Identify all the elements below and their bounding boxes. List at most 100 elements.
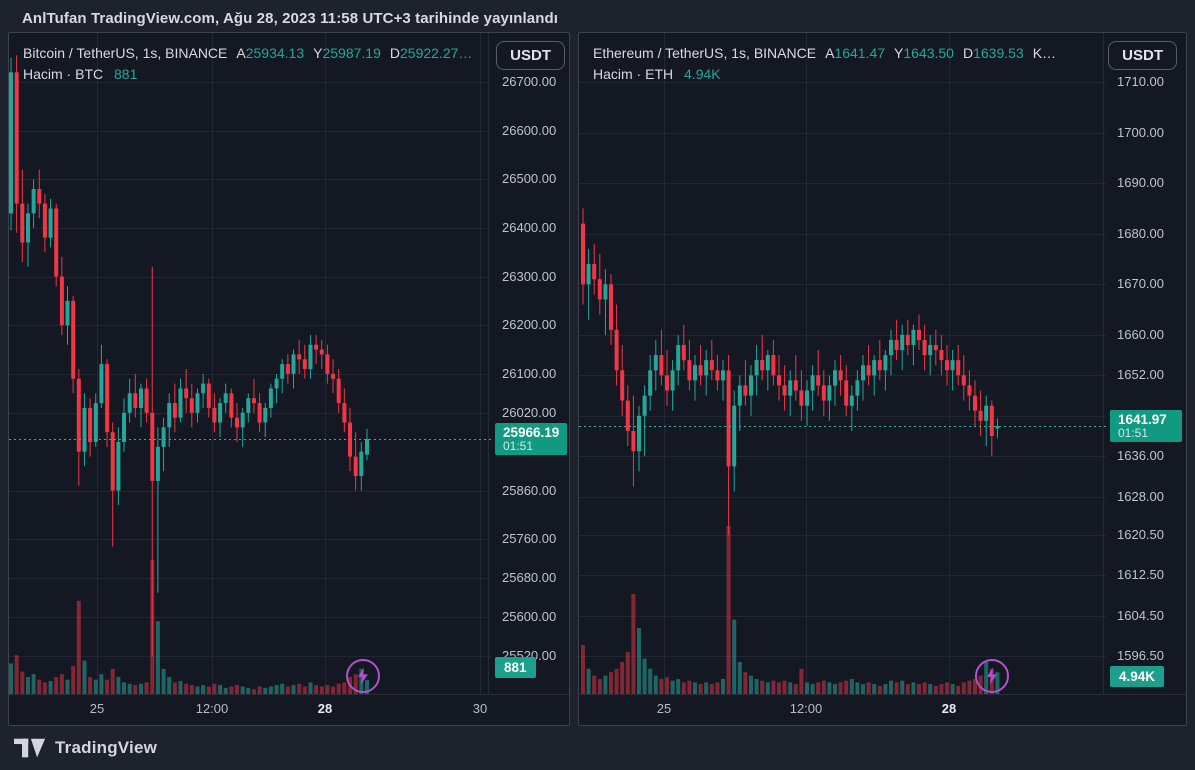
last-price-countdown: 01:51 [503, 438, 534, 453]
volume-bar [698, 684, 703, 696]
candle-body [592, 264, 597, 280]
candle-body [88, 407, 93, 442]
legend-symbol-row[interactable]: Bitcoin / TetherUS, 1s, BINANCE A25934.13… [23, 43, 472, 64]
volume-bar [861, 684, 865, 696]
price-axis[interactable]: 1710.00 1700.00 1690.00 1680.00 1670.00 1660.… [1103, 33, 1186, 695]
candle-body [978, 410, 983, 421]
legend-volume-row[interactable]: Hacim · BTC 881 [23, 64, 472, 85]
candle-body [218, 403, 223, 423]
volume-bar [167, 677, 172, 696]
candle-body [659, 355, 664, 376]
price-axis-label: 1700.00 [1117, 124, 1164, 140]
volume-bar [799, 668, 804, 696]
volume-bar [93, 679, 98, 696]
lightning-bolt-icon[interactable] [346, 659, 380, 693]
candle-body [586, 264, 591, 285]
lightning-bolt-icon[interactable] [975, 659, 1009, 693]
candle-body [42, 203, 47, 238]
candle-body [365, 439, 369, 455]
price-axis-label: 25760.00 [502, 531, 557, 547]
volume-bar [229, 686, 234, 696]
last-price-value: 1641.97 [1118, 412, 1167, 428]
footer-brand[interactable]: TradingView [14, 734, 157, 762]
volume-bar [20, 671, 25, 696]
candle-body [866, 365, 871, 376]
volume-bar [973, 679, 977, 696]
time-axis[interactable]: 25 12:00 28 [579, 694, 1186, 725]
volume-bar [252, 689, 256, 696]
candle-body [82, 407, 87, 452]
legend-volume-row[interactable]: Hacim · ETH 4.94K [593, 64, 1056, 85]
candle-body [110, 432, 115, 491]
candle-body [229, 393, 234, 418]
candle-body [625, 400, 630, 431]
ohlc-pair: D1639.53 [962, 45, 1024, 61]
candle-body [995, 426, 1000, 429]
volume-bar [161, 668, 166, 696]
volume-bar [9, 663, 13, 696]
volume-bar [331, 686, 336, 696]
volume-axis-tag: 4.94K [1110, 666, 1165, 687]
volume-bar [592, 675, 597, 696]
candle-body [771, 355, 776, 376]
volume-bar [933, 685, 938, 696]
candle-body [302, 359, 307, 369]
volume-bar [99, 674, 104, 696]
currency-toggle-button[interactable]: USDT [1108, 41, 1177, 70]
publish-header: AnlTufan TradingView.com, Ağu 28, 2023 1… [22, 8, 558, 30]
candle-body [788, 380, 793, 396]
candle-body [922, 339, 927, 356]
volume-bar [31, 674, 36, 696]
currency-toggle-button[interactable]: USDT [496, 41, 565, 70]
candle-body [793, 380, 798, 391]
candle-body [844, 380, 849, 406]
ohlc-pair: D25922.27… [389, 45, 473, 61]
candle-body [31, 189, 36, 214]
ohlc-pair: A25934.13 [236, 45, 305, 61]
price-axis-label: 1660.00 [1117, 326, 1164, 342]
candle-body [754, 360, 759, 376]
candle-body [342, 403, 347, 423]
price-axis-label: 26600.00 [502, 122, 557, 138]
candle-body [821, 385, 826, 401]
candle-body [833, 370, 837, 386]
candle-body [150, 412, 155, 481]
candle-body [127, 393, 132, 413]
candle-body [765, 355, 770, 371]
price-axis[interactable]: 26700.00 26600.00 26500.00 26400.00 26300.00… [488, 33, 569, 695]
candle-body [144, 388, 149, 413]
volume-bar [928, 684, 933, 696]
candle-body [116, 442, 121, 491]
candle-body [14, 72, 19, 204]
volume-bar [777, 682, 781, 696]
price-axis-label: 26400.00 [502, 219, 557, 235]
chart-legend[interactable]: Ethereum / TetherUS, 1s, BINANCE A1641.47… [593, 43, 1056, 85]
candle-body [172, 403, 177, 418]
eth-candlestick-plot[interactable] [579, 33, 1106, 697]
legend-symbol-row[interactable]: Ethereum / TetherUS, 1s, BINANCE A1641.47… [593, 43, 1056, 64]
volume-bar [704, 682, 709, 696]
ohlc-values: A25934.13 Y25987.19 D25922.27… [227, 45, 472, 61]
volume-bar [642, 658, 647, 696]
price-axis-label: 1604.50 [1117, 607, 1164, 623]
volume-bar [709, 684, 714, 696]
volume-bar [127, 683, 132, 696]
btc-candlestick-plot[interactable] [9, 33, 491, 697]
volume-bar [620, 662, 625, 696]
volume-bar [670, 680, 675, 696]
volume-bar [14, 655, 19, 696]
candle-body [743, 385, 748, 396]
candle-body [240, 412, 245, 428]
candle-body [653, 355, 658, 371]
candle-body [849, 395, 854, 406]
candle-body [838, 370, 843, 381]
volume-bar [133, 685, 138, 696]
candle-body [285, 364, 290, 374]
volume-bar [872, 684, 877, 696]
volume-bar [342, 682, 347, 696]
candle-body [280, 364, 285, 379]
ohlc-pair: Y1643.50 [894, 45, 954, 61]
chart-legend[interactable]: Bitcoin / TetherUS, 1s, BINANCE A25934.13… [23, 43, 472, 85]
time-axis[interactable]: 25 12:00 28 30 [9, 694, 569, 725]
candle-body [54, 208, 59, 277]
